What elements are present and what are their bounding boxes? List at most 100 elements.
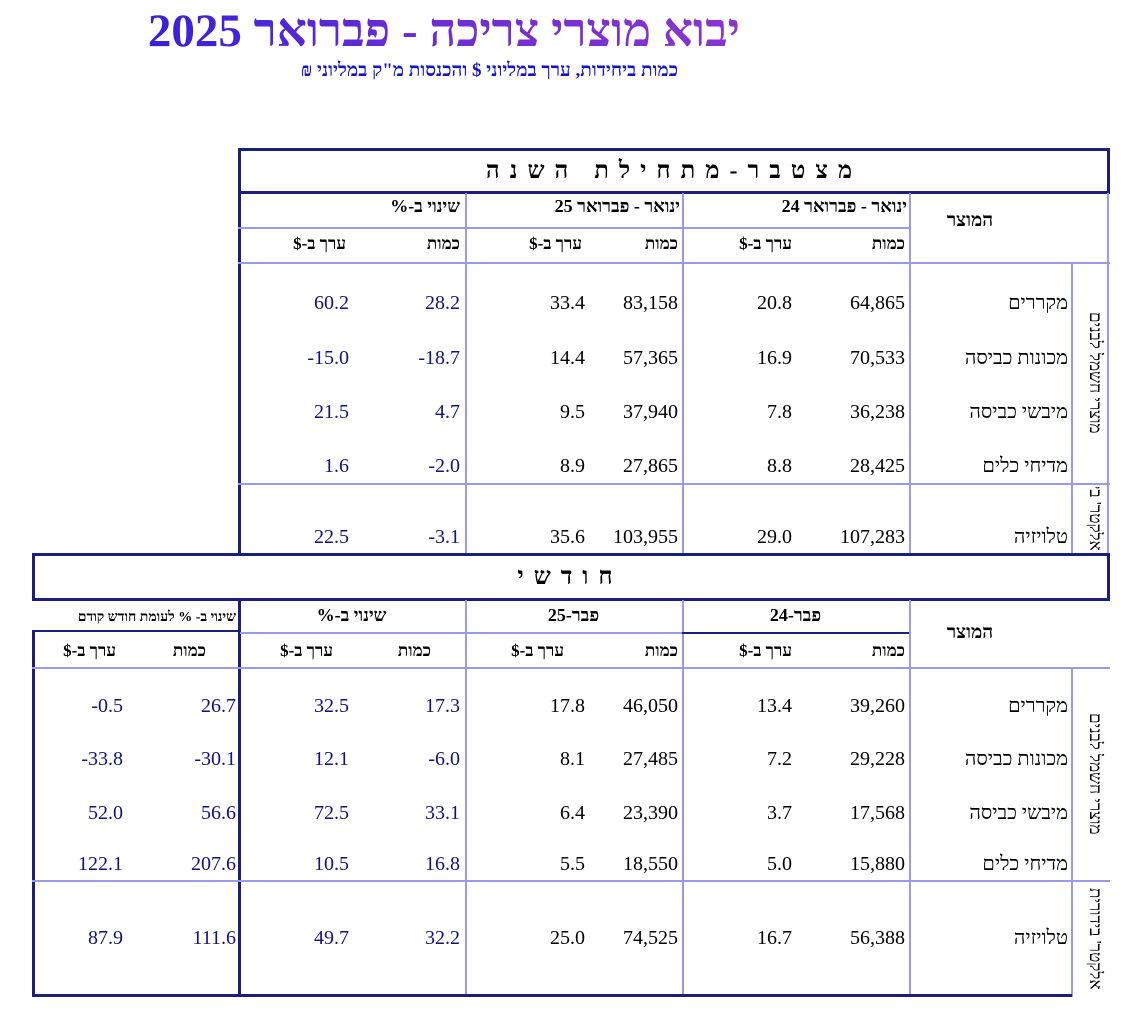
table-cell: 33.1 [425, 802, 460, 824]
table-cell: 72.5 [314, 802, 349, 824]
table-cell: 17,568 [850, 802, 905, 824]
table-row-product: מכונות כביסה [964, 748, 1068, 770]
table-cell: 29,228 [850, 748, 905, 770]
table-cell: 64,865 [850, 292, 905, 314]
table-cell: -30.1 [194, 748, 236, 770]
table-cell: 52.0 [88, 802, 123, 824]
page-subtitle: כמות ביחידות, ערך במליוני $ והכנסות מ"ק … [300, 60, 678, 81]
table-cell: -2.0 [428, 455, 460, 477]
table-cell: 28,425 [850, 455, 905, 477]
table-cell: 16.7 [757, 927, 792, 949]
group-header-jan-feb-25: ינואר - פברואר 25 [554, 196, 680, 216]
table-cell: 18,550 [623, 853, 678, 875]
table-cell: 5.5 [560, 853, 585, 875]
qty-header: כמות [871, 641, 905, 660]
table-cell: -15.0 [307, 347, 349, 369]
value-header: ערך ב-$ [63, 641, 116, 660]
table-cell: 4.7 [435, 401, 460, 423]
table-cell: 8.8 [767, 455, 792, 477]
group-header-jan-feb-24: ינואר - פברואר 24 [781, 196, 907, 216]
table-cell: 56,388 [850, 927, 905, 949]
table-row-product: טלויזיה [1013, 526, 1068, 548]
table-cell: 107,283 [840, 526, 905, 548]
table-cell: 27,865 [623, 455, 678, 477]
qty-header: כמות [426, 234, 460, 253]
value-header: ערך ב-$ [739, 234, 792, 253]
table-cell: 111.6 [192, 927, 236, 949]
table-cell: 22.5 [314, 526, 349, 548]
group-header-change: שינוי ב-% [390, 196, 460, 216]
table-cell: 13.4 [757, 695, 792, 717]
qty-header: כמות [644, 234, 678, 253]
qty-header: כמות [644, 641, 678, 660]
table-cell: 122.1 [78, 853, 123, 875]
table-cell: 26.7 [201, 695, 236, 717]
table-cell: 9.5 [560, 401, 585, 423]
table-row-product: מיבשי כביסה [969, 802, 1068, 824]
group-header-change-prev-month: שינוי ב- % לעומת חודש קודם [77, 610, 236, 625]
table-cell: 15,880 [850, 853, 905, 875]
table-cell: 27,485 [623, 748, 678, 770]
table-cell: 37,940 [623, 401, 678, 423]
value-header: ערך ב-$ [739, 641, 792, 660]
table-cell: 49.7 [314, 927, 349, 949]
table-cell: 1.6 [324, 455, 349, 477]
table-cell: 20.8 [757, 292, 792, 314]
table-cell: 32.5 [314, 695, 349, 717]
group-header-feb-25: פבר-25 [547, 605, 600, 625]
qty-header: כמות [871, 234, 905, 253]
table-cell: 39,260 [850, 695, 905, 717]
table-row-product: מקררים [1008, 695, 1068, 717]
table-cell: 25.0 [550, 927, 585, 949]
product-header: המוצר [946, 210, 994, 231]
table-cell: 17.3 [425, 695, 460, 717]
table-cell: 70,533 [850, 347, 905, 369]
table-cell: 207.6 [191, 853, 236, 875]
table-cell: 16.9 [757, 347, 792, 369]
table-cell: 5.0 [767, 853, 792, 875]
table-cell: 57,365 [623, 347, 678, 369]
table-row-product: טלויזיה [1013, 927, 1068, 949]
table-cell: 83,158 [623, 292, 678, 314]
table-cell: 28.2 [425, 292, 460, 314]
value-header: ערך ב-$ [280, 641, 333, 660]
table-cell: 21.5 [314, 401, 349, 423]
table-cell: 8.1 [560, 748, 585, 770]
table-cell: 35.6 [550, 526, 585, 548]
table-cell: 29.0 [757, 526, 792, 548]
table-cell: 6.4 [560, 802, 585, 824]
table-cell: -3.1 [428, 526, 460, 548]
table-cell: 56.6 [201, 802, 236, 824]
table-cell: 17.8 [550, 695, 585, 717]
table-row-product: מכונות כביסה [964, 347, 1068, 369]
table-cell: -18.7 [418, 347, 460, 369]
category-label-electronics: אלקטר' בידורית [1086, 888, 1105, 990]
table-cell: 7.2 [767, 748, 792, 770]
table-cell: 7.8 [767, 401, 792, 423]
table-cell: 60.2 [314, 292, 349, 314]
table-cell: 3.7 [767, 802, 792, 824]
table-cell: 33.4 [550, 292, 585, 314]
table-cell: 46,050 [623, 695, 678, 717]
value-header: ערך ב-$ [529, 234, 582, 253]
table-cell: 8.9 [560, 455, 585, 477]
table-row-product: מדיחי כלים [982, 853, 1068, 875]
table-cell: 12.1 [314, 748, 349, 770]
table-row-product: מיבשי כביסה [969, 401, 1068, 423]
table-cell: 74,525 [623, 927, 678, 949]
table-cell: 23,390 [623, 802, 678, 824]
value-header: ערך ב-$ [511, 641, 564, 660]
value-header: ערך ב-$ [293, 234, 346, 253]
table-cell: 32.2 [425, 927, 460, 949]
category-label-appliances: מוצרי חשמל לבנים [1086, 312, 1105, 434]
table-cell: 14.4 [550, 347, 585, 369]
table-cell: -6.0 [428, 748, 460, 770]
monthly-banner: חודשי [517, 564, 623, 590]
category-label-appliances: מוצרי חשמל לבנים [1086, 713, 1105, 835]
group-header-change: שינוי ב-% [316, 605, 387, 625]
table-row-product: מדיחי כלים [982, 455, 1068, 477]
table-cell: 103,955 [613, 526, 678, 548]
category-label-electronics: אלקטר' בידור [1086, 487, 1105, 551]
qty-header: כמות [172, 641, 206, 660]
product-header: המוצר [946, 622, 994, 643]
